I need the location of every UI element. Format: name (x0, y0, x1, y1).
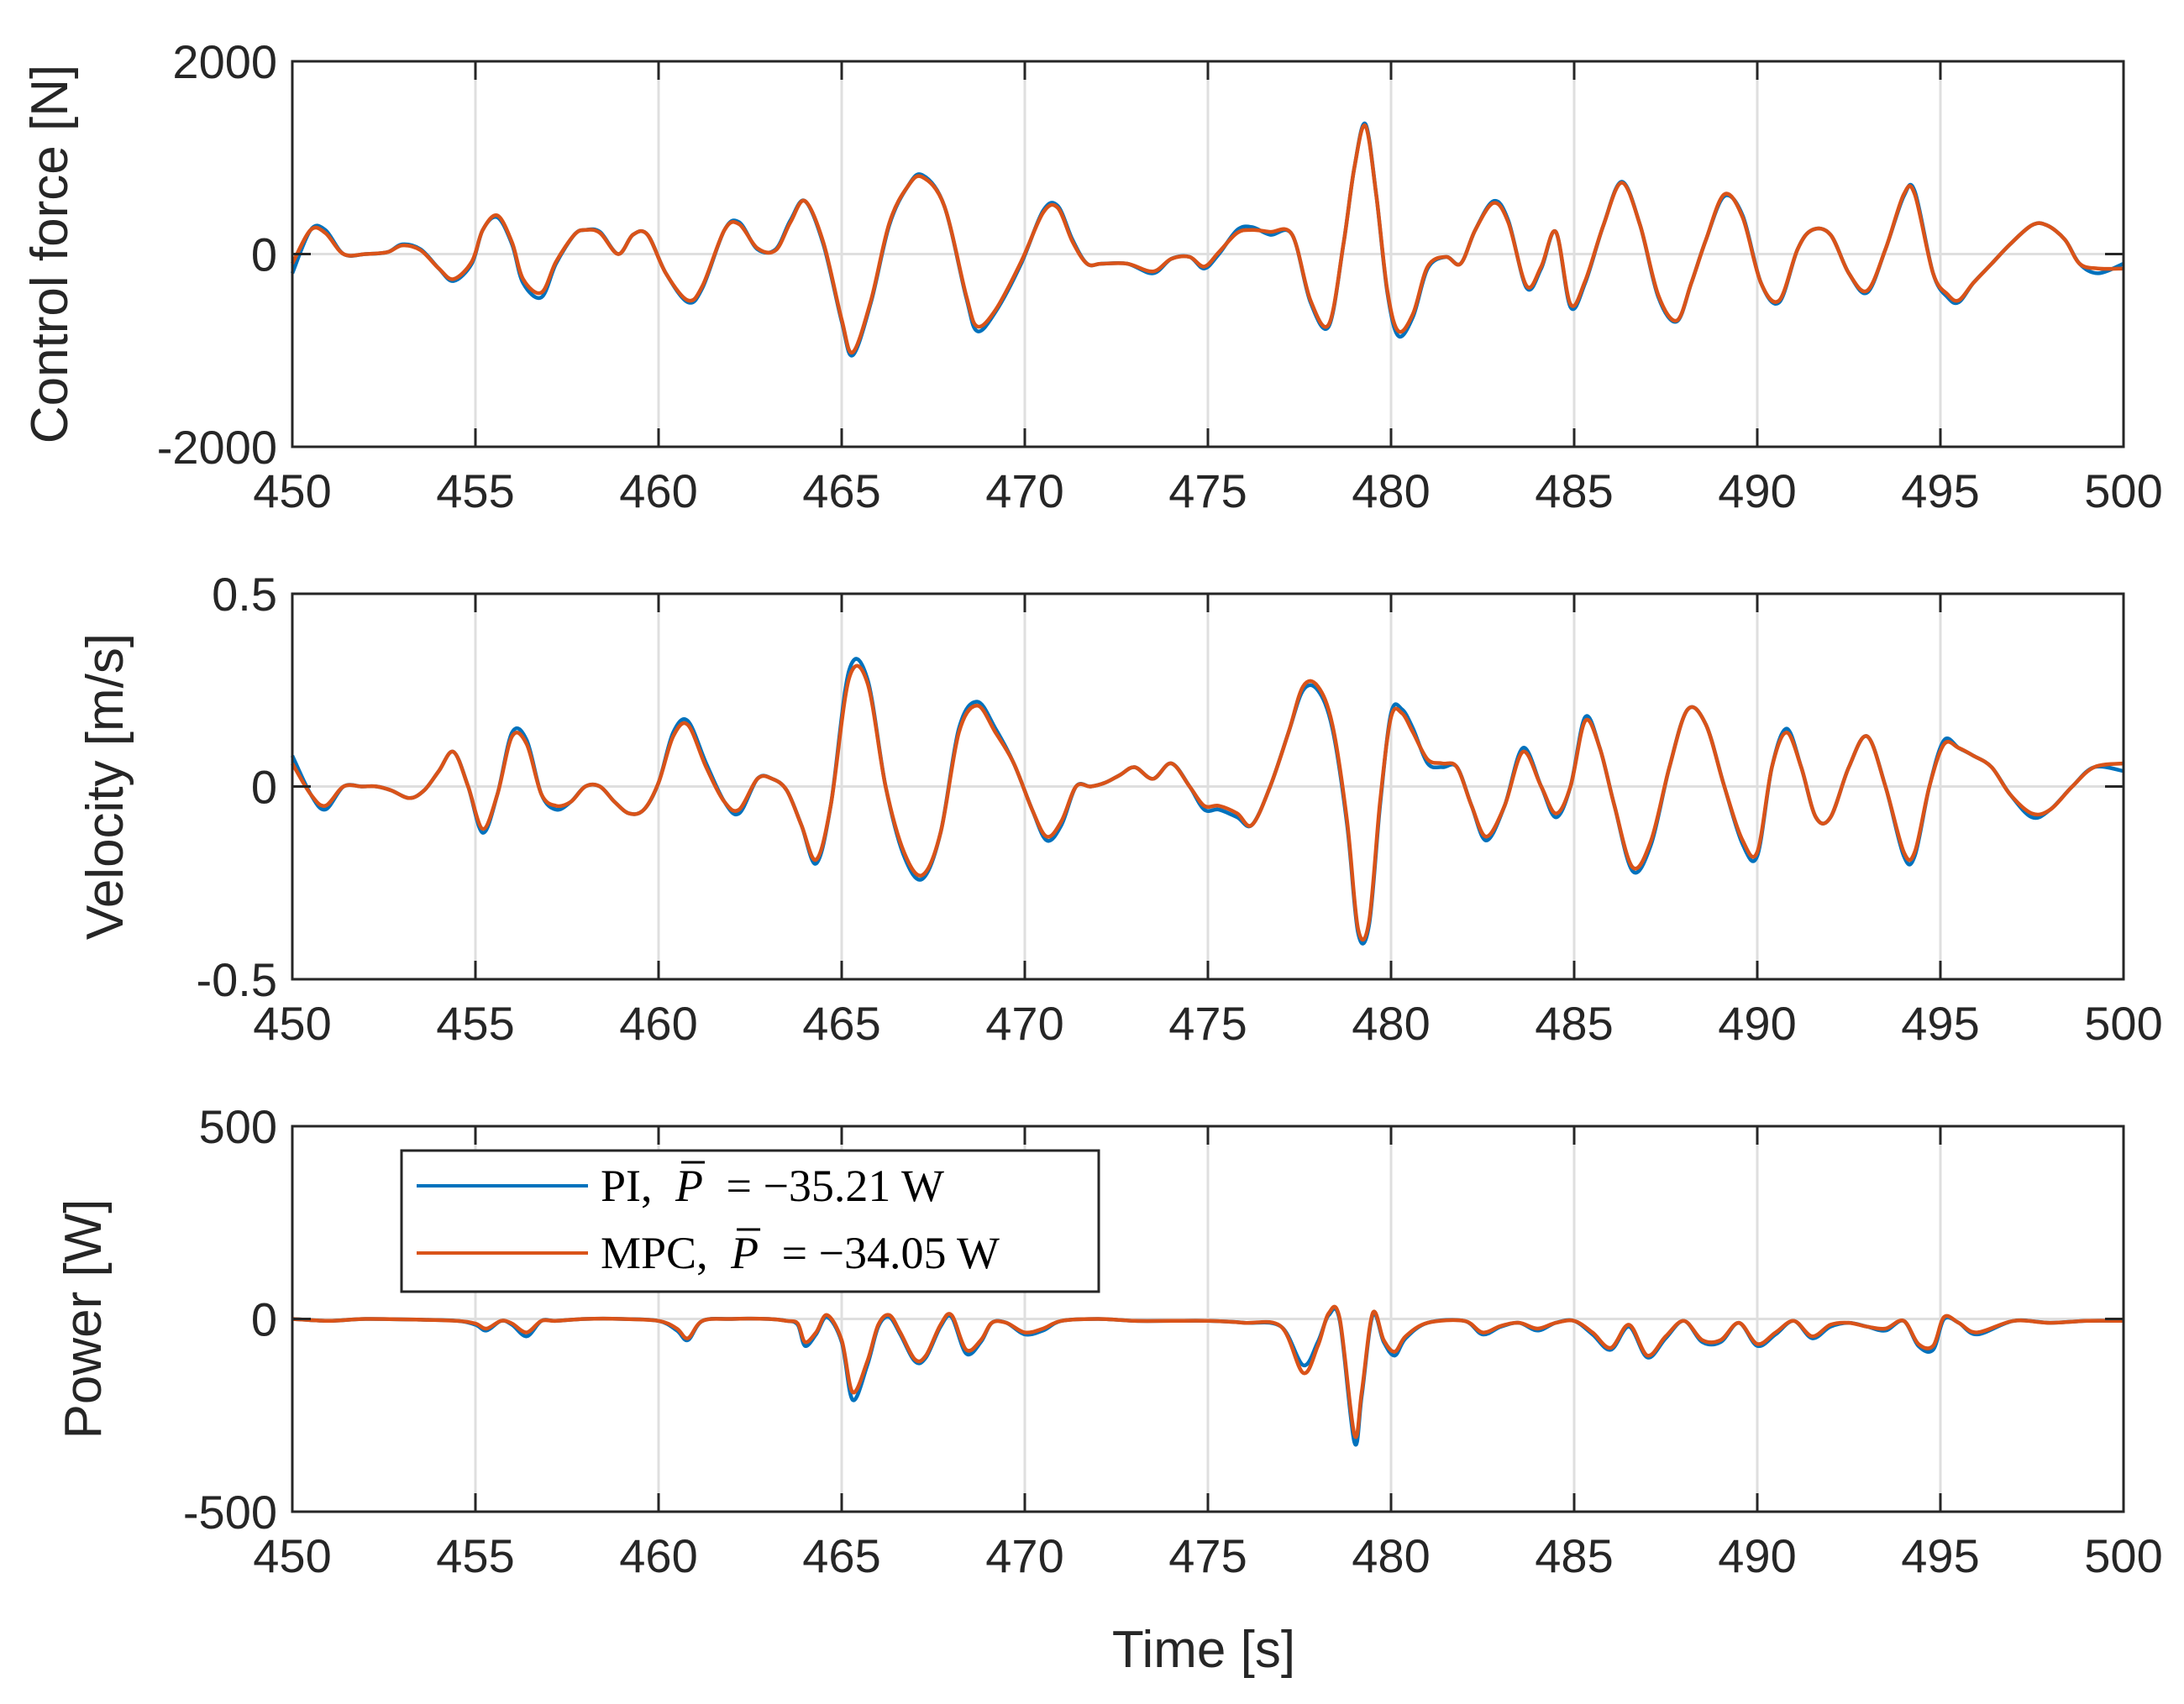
legend-value-mpc: = −34.05 W (782, 1228, 1000, 1278)
panel-control-force: 450 455 460 465 470 475 480 485 490 495 500 2000 0 -2… (21, 35, 2163, 517)
xlabel-time: Time [s] (1112, 1621, 1295, 1679)
series-line-mpc-velocity (291, 663, 2124, 942)
x-tick-label: 480 (1352, 997, 1430, 1050)
legend-value-pi: = −35.21 W (727, 1161, 944, 1211)
x-tick-label: 475 (1168, 1529, 1247, 1582)
legend: PI, P = −35.21 W MPC, P = −34.05 W (400, 1149, 1100, 1293)
x-tick-label: 470 (985, 997, 1063, 1050)
legend-box (400, 1149, 1100, 1293)
y-tick-label: 500 (199, 1100, 277, 1153)
x-tick-label: 465 (802, 997, 880, 1050)
series-line-mpc-power (291, 1304, 2124, 1439)
y-tick-label: -500 (183, 1486, 277, 1539)
x-tick-label: 485 (1535, 1529, 1613, 1582)
y-tick-label: 0 (251, 761, 277, 814)
legend-pbar-mpc: P (730, 1228, 759, 1278)
legend-label-mpc-name: MPC, (601, 1228, 708, 1278)
series-line-mpc-control-force (290, 123, 2124, 355)
x-tick-label: 495 (1901, 464, 1979, 517)
ylabel-control-force: Control force [N] (21, 65, 79, 443)
y-tick-label: 0 (251, 1293, 277, 1346)
x-tick-label: 465 (802, 464, 880, 517)
x-tick-label: 455 (436, 464, 514, 517)
x-tick-label: 480 (1352, 1529, 1430, 1582)
panel-velocity: 450 455 460 465 470 475 480 485 490 495 500 0.5 0 -0.… (76, 568, 2163, 1050)
ylabel-power: Power [W] (55, 1199, 113, 1439)
x-tick-label: 485 (1535, 997, 1613, 1050)
y-tick-label: -0.5 (197, 953, 278, 1006)
legend-label-mpc: MPC, P = −34.05 W (601, 1228, 1000, 1278)
y-tick-label: -2000 (157, 421, 277, 474)
x-tick-label: 490 (1718, 1529, 1796, 1582)
x-tick-label: 450 (253, 464, 331, 517)
x-tick-label: 490 (1718, 464, 1796, 517)
y-tick-label: 0.5 (212, 568, 277, 621)
x-tick-label: 470 (985, 464, 1063, 517)
x-tick-label: 465 (802, 1529, 880, 1582)
x-tick-label: 495 (1901, 1529, 1979, 1582)
legend-pbar-pi: P (675, 1161, 703, 1211)
panel-power: 450 455 460 465 470 475 480 485 490 495 500 500 0 -50… (55, 1100, 2163, 1679)
legend-label-pi: PI, P = −35.21 W (601, 1161, 944, 1211)
x-tick-label: 500 (2084, 1529, 2162, 1582)
x-tick-label: 450 (253, 1529, 331, 1582)
x-tick-label: 455 (436, 1529, 514, 1582)
x-tick-label: 470 (985, 1529, 1063, 1582)
x-tick-label: 460 (619, 997, 697, 1050)
x-tick-label: 500 (2084, 997, 2162, 1050)
x-tick-label: 485 (1535, 464, 1613, 517)
x-tick-label: 495 (1901, 997, 1979, 1050)
x-tick-label: 475 (1168, 464, 1247, 517)
x-tick-label: 460 (619, 464, 697, 517)
x-tick-label: 460 (619, 1529, 697, 1582)
x-tick-label: 480 (1352, 464, 1430, 517)
y-tick-label: 2000 (172, 35, 277, 88)
x-tick-label: 475 (1168, 997, 1247, 1050)
x-tick-label: 500 (2084, 464, 2162, 517)
legend-label-pi-name: PI, (601, 1161, 653, 1211)
ylabel-velocity: Velocity [m/s] (76, 633, 134, 940)
x-tick-label: 490 (1718, 997, 1796, 1050)
x-tick-label: 455 (436, 997, 514, 1050)
x-tick-label: 450 (253, 997, 331, 1050)
y-tick-label: 0 (251, 228, 277, 281)
